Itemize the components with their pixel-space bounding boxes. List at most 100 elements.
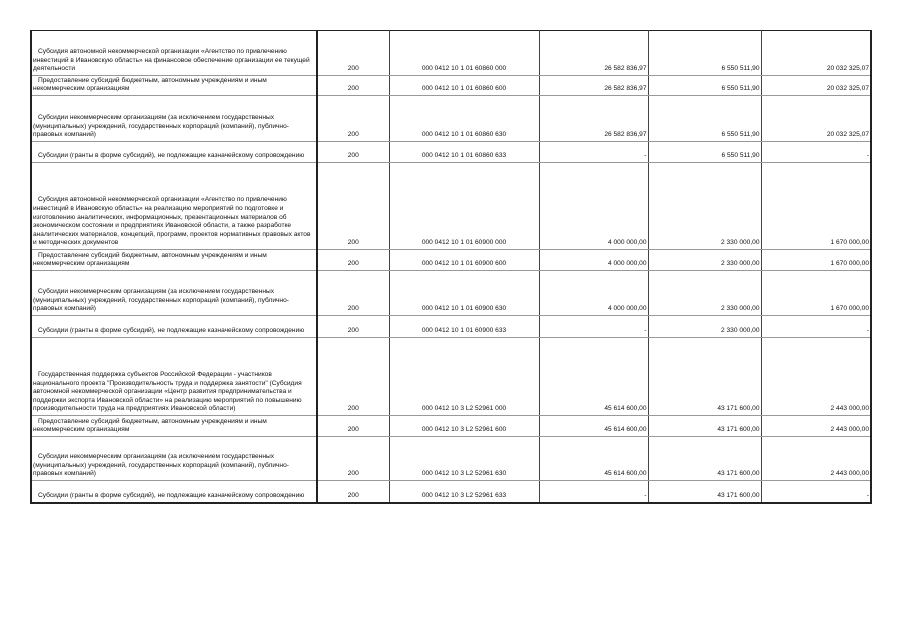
admin-code: 200: [316, 337, 390, 416]
admin-code-text: 200: [347, 327, 359, 335]
amount-planned: 26 582 836,97: [538, 30, 649, 76]
budget-code-text: 000 0412 10 1 01 60860 633: [421, 152, 507, 160]
amount-remaining-text: -: [866, 491, 869, 499]
budget-code: 000 0412 10 1 01 60900 000: [388, 162, 540, 250]
budget-code: 000 0412 10 1 01 60860 000: [388, 30, 540, 76]
amount-remaining: -: [760, 141, 872, 163]
amount-planned-text: 26 582 836,97: [604, 131, 647, 139]
admin-code: 200: [316, 162, 390, 250]
budget-code: 000 0412 10 3 L2 52961 630: [388, 436, 540, 481]
amount-remaining: 20 032 325,07: [760, 95, 872, 142]
budget-code: 000 0412 10 3 L2 52961 000: [388, 337, 540, 416]
amount-remaining: 2 443 000,00: [760, 337, 872, 416]
table-row: Субсидия автономной некоммерческой орган…: [30, 162, 872, 250]
admin-code: 200: [316, 30, 390, 76]
amount-executed: 6 550 511,90: [647, 141, 762, 163]
row-description: Субсидии (гранты в форме субсидий), не п…: [30, 141, 318, 163]
table-row: Субсидии некоммерческим организациям (за…: [30, 436, 872, 481]
table-row: Субсидии (гранты в форме субсидий), не п…: [30, 315, 872, 338]
table-row: Государственная поддержка субъектов Росс…: [30, 337, 872, 416]
row-description-text: Субсидии некоммерческим организациям (за…: [33, 288, 289, 313]
admin-code: 200: [316, 249, 390, 271]
amount-planned: 4 000 000,00: [538, 249, 649, 271]
amount-remaining-text: 1 670 000,00: [830, 239, 869, 247]
row-description: Субсидии некоммерческим организациям (за…: [30, 436, 318, 481]
table-row: Субсидии (гранты в форме субсидий), не п…: [30, 480, 872, 504]
amount-executed-text: 2 330 000,00: [720, 305, 760, 313]
row-description: Субсидии (гранты в форме субсидий), не п…: [30, 480, 318, 504]
budget-code: 000 0412 10 3 L2 52961 633: [388, 480, 540, 504]
admin-code: 200: [316, 480, 390, 504]
amount-executed: 43 171 600,00: [647, 415, 762, 437]
amount-planned: 26 582 836,97: [538, 95, 649, 142]
table-row: Субсидии некоммерческим организациям (за…: [30, 95, 872, 142]
admin-code-text: 200: [347, 305, 359, 313]
amount-planned-text: -: [644, 152, 647, 160]
amount-planned: -: [538, 480, 649, 504]
amount-executed: 6 550 511,90: [647, 95, 762, 142]
budget-code: 000 0412 10 1 01 60900 633: [388, 315, 540, 338]
budget-code-text: 000 0412 10 1 01 60900 633: [421, 327, 507, 335]
budget-code-text: 000 0412 10 3 L2 52961 630: [421, 470, 507, 478]
amount-planned: 45 614 600,00: [538, 436, 649, 481]
budget-code-text: 000 0412 10 1 01 60900 000: [421, 239, 507, 247]
admin-code: 200: [316, 141, 390, 163]
amount-planned-text: 45 614 600,00: [604, 426, 647, 434]
table-row: Субсидии (гранты в форме субсидий), не п…: [30, 141, 872, 163]
row-description-text: Субсидия автономной некоммерческой орган…: [33, 196, 311, 247]
admin-code: 200: [316, 415, 390, 437]
row-description-text: Предоставление субсидий бюджетным, автон…: [33, 76, 267, 93]
amount-planned: 45 614 600,00: [538, 415, 649, 437]
amount-planned-text: 26 582 836,97: [604, 85, 647, 93]
admin-code-text: 200: [347, 405, 359, 413]
amount-executed-text: 2 330 000,00: [720, 327, 760, 335]
row-description-text: Предоставление субсидий бюджетным, автон…: [33, 417, 267, 434]
admin-code-text: 200: [347, 260, 359, 268]
amount-executed: 2 330 000,00: [647, 270, 762, 316]
amount-executed-text: 6 550 511,90: [721, 152, 760, 160]
admin-code-text: 200: [347, 131, 359, 139]
amount-planned-text: 4 000 000,00: [607, 239, 647, 247]
amount-executed: 43 171 600,00: [647, 337, 762, 416]
amount-remaining-text: 1 670 000,00: [830, 305, 869, 313]
amount-executed: 6 550 511,90: [647, 75, 762, 96]
amount-planned-text: 45 614 600,00: [604, 405, 647, 413]
admin-code-text: 200: [347, 85, 359, 93]
table-row: Субсидия автономной некоммерческой орган…: [30, 30, 872, 76]
amount-executed-text: 6 550 511,90: [721, 131, 760, 139]
amount-remaining: -: [760, 480, 872, 504]
amount-planned: 4 000 000,00: [538, 162, 649, 250]
row-description: Субсидии некоммерческим организациям (за…: [30, 270, 318, 316]
admin-code: 200: [316, 436, 390, 481]
amount-remaining-text: 20 032 325,07: [826, 65, 869, 73]
amount-planned-text: 4 000 000,00: [607, 260, 647, 268]
row-description: Государственная поддержка субъектов Росс…: [30, 337, 318, 416]
admin-code-text: 200: [347, 239, 359, 247]
amount-remaining-text: 2 443 000,00: [830, 405, 869, 413]
amount-executed: 43 171 600,00: [647, 480, 762, 504]
amount-remaining: 20 032 325,07: [760, 30, 872, 76]
amount-remaining: 2 443 000,00: [760, 415, 872, 437]
budget-code-text: 000 0412 10 3 L2 52961 600: [421, 426, 507, 434]
amount-executed: 6 550 511,90: [647, 30, 762, 76]
amount-remaining: 2 443 000,00: [760, 436, 872, 481]
budget-code: 000 0412 10 1 01 60860 600: [388, 75, 540, 96]
amount-remaining: 1 670 000,00: [760, 162, 872, 250]
budget-code-text: 000 0412 10 1 01 60860 630: [421, 131, 507, 139]
budget-code-text: 000 0412 10 3 L2 52961 633: [421, 491, 507, 499]
amount-planned: 45 614 600,00: [538, 337, 649, 416]
amount-remaining: 1 670 000,00: [760, 249, 872, 271]
admin-code-text: 200: [347, 470, 359, 478]
row-description-text: Субсидии (гранты в форме субсидий), не п…: [38, 152, 305, 160]
amount-executed: 2 330 000,00: [647, 249, 762, 271]
row-description: Субсидии (гранты в форме субсидий), не п…: [30, 315, 318, 338]
row-description: Предоставление субсидий бюджетным, автон…: [30, 75, 318, 96]
row-description-text: Государственная поддержка субъектов Росс…: [33, 371, 302, 413]
amount-remaining-text: -: [866, 327, 869, 335]
amount-remaining-text: -: [866, 152, 869, 160]
amount-planned-text: -: [644, 491, 647, 499]
amount-remaining-text: 20 032 325,07: [826, 131, 869, 139]
amount-planned-text: 4 000 000,00: [607, 305, 647, 313]
budget-table: Субсидия автономной некоммерческой орган…: [30, 30, 872, 504]
amount-remaining-text: 2 443 000,00: [830, 470, 869, 478]
